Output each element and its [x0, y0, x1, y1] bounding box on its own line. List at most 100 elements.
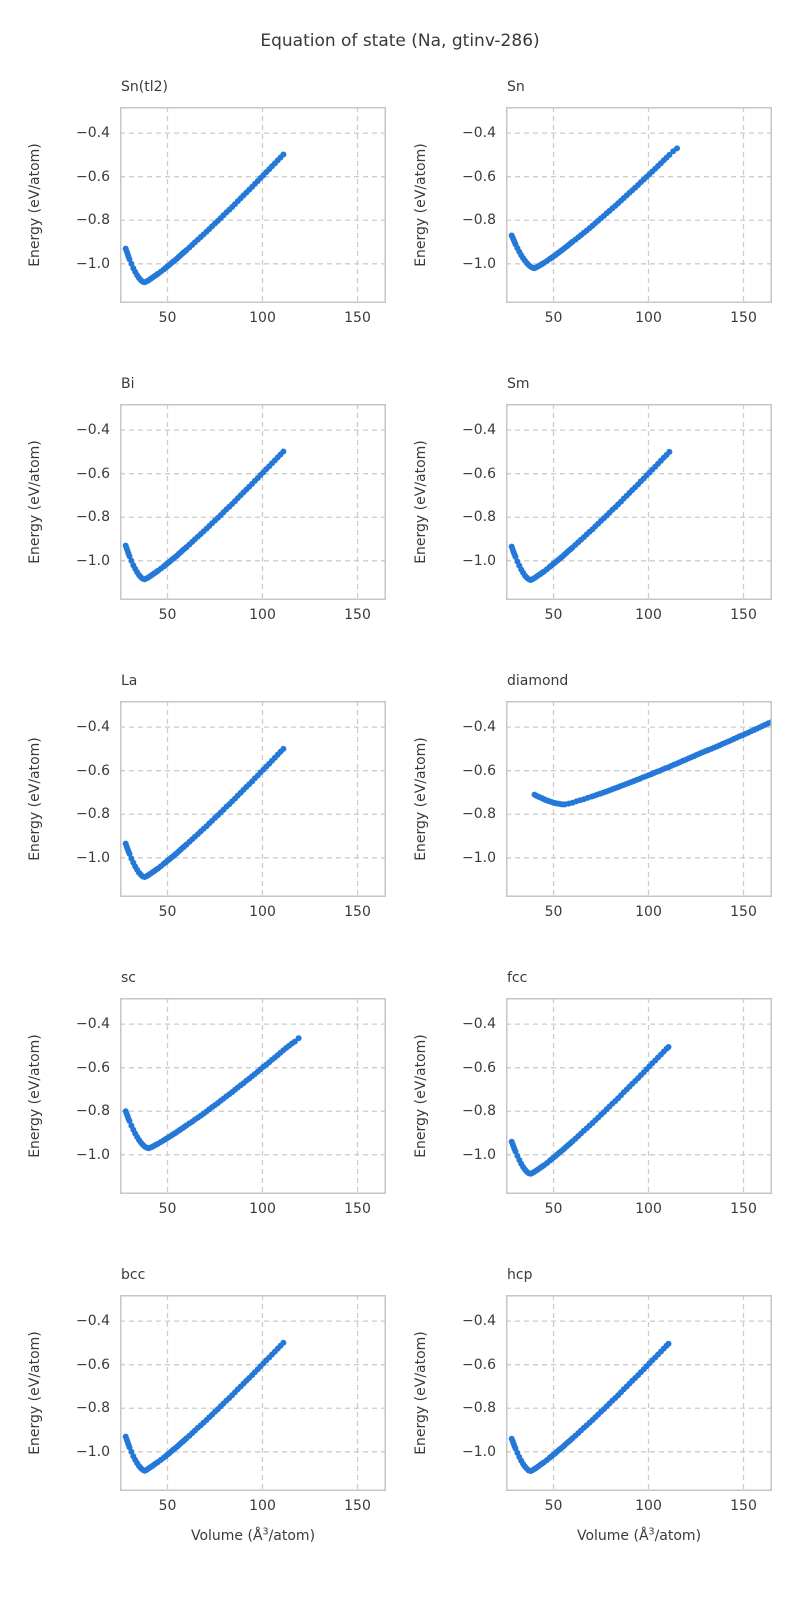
x-tick-label: 100 — [249, 904, 276, 920]
x-tick-label: 100 — [249, 607, 276, 623]
y-axis-label: Energy (eV/atom) — [27, 1331, 43, 1455]
y-tick-label: −0.4 — [462, 1313, 496, 1330]
y-tick-label: −0.4 — [462, 1016, 496, 1033]
subplot-title: Sn(tl2) — [121, 79, 168, 95]
x-tick-label: 50 — [158, 607, 177, 623]
figure-title: Equation of state (Na, gtinv-286) — [260, 31, 540, 51]
x-axis-label: Volume (Å3/atom) — [506, 1526, 772, 1544]
y-tick-label: −0.4 — [76, 125, 110, 142]
x-tick-label: 150 — [344, 1498, 371, 1514]
data-point — [512, 553, 519, 560]
subplot-title: diamond — [507, 673, 569, 689]
subplot-title: Sm — [507, 376, 530, 392]
subplot-title: Sn — [507, 79, 525, 95]
y-axis-label: Energy (eV/atom) — [413, 143, 429, 267]
y-tick-label: −0.8 — [76, 212, 110, 229]
x-tick-label: 100 — [635, 904, 662, 920]
x-axis-label-suffix: /atom) — [268, 1528, 316, 1544]
x-tick-label: 100 — [635, 310, 662, 326]
data-point — [126, 1118, 133, 1124]
x-axis-label-superscript: 3 — [648, 1526, 655, 1538]
y-tick-label: −0.6 — [76, 1356, 110, 1373]
plot-area — [506, 107, 772, 303]
x-tick-label: 50 — [544, 1498, 563, 1514]
y-tick-label: −0.8 — [462, 212, 496, 229]
data-point — [126, 553, 133, 560]
y-tick-label: −0.8 — [76, 509, 110, 526]
y-tick-label: −1.0 — [462, 1146, 496, 1163]
x-tick-label: 100 — [249, 1201, 276, 1217]
x-tick-label: 50 — [158, 1201, 177, 1217]
subplot-La: La Energy (eV/atom) −0.4 −0.6 −0.8 −1.0 50 10… — [27, 673, 386, 920]
x-tick-label: 100 — [249, 1498, 276, 1514]
x-axis-label-prefix: Volume (Å — [190, 1528, 263, 1544]
y-tick-label: −0.4 — [462, 719, 496, 736]
subplot-Sm: Sm Energy (eV/atom) −0.4 −0.6 −0.8 −1.0 50 10… — [413, 376, 772, 623]
subplot-hcp: hcp Energy (eV/atom) Volume (Å3/atom) −0… — [413, 1267, 772, 1544]
data-point — [280, 151, 287, 158]
data-point — [665, 1044, 672, 1050]
plot-area — [506, 701, 772, 897]
data-point — [280, 1339, 287, 1346]
axes-spine — [120, 1295, 386, 1491]
y-tick-label: −0.8 — [462, 509, 496, 526]
y-tick-label: −0.8 — [76, 1103, 110, 1120]
y-tick-label: −0.6 — [76, 168, 110, 185]
data-point — [126, 1444, 133, 1451]
axes-spine — [120, 404, 386, 600]
y-tick-label: −0.6 — [462, 1059, 496, 1076]
data-point — [295, 1035, 302, 1042]
y-axis-label: Energy (eV/atom) — [27, 1034, 43, 1158]
y-tick-label: −0.6 — [462, 762, 496, 779]
plot-area — [506, 1295, 772, 1491]
y-tick-label: −0.6 — [76, 762, 110, 779]
y-axis-label: Energy (eV/atom) — [413, 440, 429, 564]
axes-spine — [120, 107, 386, 303]
data-point — [665, 1340, 672, 1347]
subplot-bcc: bcc Energy (eV/atom) Volume (Å3/atom) −0… — [27, 1267, 386, 1544]
subplot-title: hcp — [507, 1267, 533, 1283]
y-tick-label: −1.0 — [462, 849, 496, 866]
y-tick-label: −1.0 — [462, 552, 496, 569]
x-tick-label: 100 — [249, 310, 276, 326]
plot-area — [120, 404, 386, 600]
y-tick-label: −0.4 — [76, 1016, 110, 1033]
x-tick-label: 150 — [730, 1201, 757, 1217]
subplot-diamond: diamond Energy (eV/atom) −0.4 −0.6 −0.8 −1.… — [413, 673, 772, 920]
axes-spine — [120, 701, 386, 897]
plot-area — [120, 107, 386, 303]
y-tick-label: −0.8 — [462, 1400, 496, 1417]
x-axis-label: Volume (Å3/atom) — [120, 1527, 386, 1544]
axes-spine — [120, 998, 386, 1194]
y-axis-label: Energy (eV/atom) — [413, 1331, 429, 1455]
subplot-title: fcc — [507, 970, 528, 986]
x-tick-label: 150 — [344, 310, 371, 326]
x-tick-label: 50 — [544, 1201, 563, 1217]
x-tick-label: 150 — [730, 310, 757, 326]
y-tick-label: −0.6 — [462, 1356, 496, 1373]
y-tick-label: −0.6 — [462, 168, 496, 185]
y-tick-label: −0.8 — [462, 806, 496, 823]
data-point — [666, 448, 673, 455]
subplot-title: La — [121, 673, 138, 689]
x-axis-label-prefix: Volume (Å — [576, 1528, 649, 1544]
x-tick-label: 150 — [344, 607, 371, 623]
y-axis-label: Energy (eV/atom) — [27, 143, 43, 267]
y-tick-label: −0.4 — [462, 125, 496, 142]
y-tick-label: −0.6 — [76, 465, 110, 482]
axes-spine — [506, 1295, 772, 1491]
y-axis-label: Energy (eV/atom) — [413, 1034, 429, 1158]
data-point — [666, 151, 673, 158]
y-tick-label: −1.0 — [462, 1443, 496, 1460]
x-axis-label-suffix: /atom) — [654, 1528, 702, 1544]
y-tick-label: −0.8 — [76, 1400, 110, 1417]
x-tick-label: 50 — [544, 310, 563, 326]
y-tick-label: −0.8 — [462, 1103, 496, 1120]
y-tick-label: −1.0 — [76, 1146, 110, 1163]
subplot-Sn(tl2): Sn(tl2) Energy (eV/atom) −0.4 −0.6 −0.8 −1.… — [27, 79, 386, 326]
y-tick-label: −0.6 — [462, 465, 496, 482]
axes-spine — [506, 404, 772, 600]
subplot-sc: sc Energy (eV/atom) −0.4 −0.6 −0.8 −1.0 50 10… — [27, 970, 386, 1217]
x-tick-label: 150 — [730, 904, 757, 920]
plot-area — [120, 998, 386, 1194]
